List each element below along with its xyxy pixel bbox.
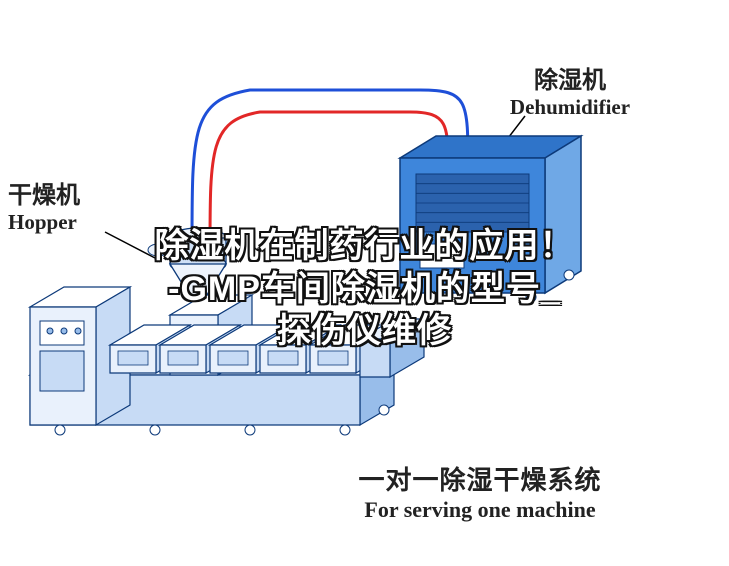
dehumidifier-label-en: Dehumidifier (470, 95, 670, 120)
hopper-label-cn: 干燥机 (8, 175, 138, 210)
dehumidifier-label-cn: 除湿机 (470, 60, 670, 95)
system-label: 一对一除湿干燥系统 For serving one machine (300, 460, 660, 523)
overlay-line-3: 探伤仪维修 (0, 310, 729, 353)
overlay-line-1: 除湿机在制药行业的应用！ (0, 225, 729, 268)
system-label-cn: 一对一除湿干燥系统 (300, 460, 660, 497)
overlay-title: 除湿机在制药行业的应用！ -GMP车间除湿机的型号_ 探伤仪维修 (0, 225, 729, 353)
overlay-line-2: -GMP车间除湿机的型号_ (0, 268, 729, 311)
system-label-en: For serving one machine (300, 497, 660, 523)
dehumidifier-label: 除湿机 Dehumidifier (470, 60, 670, 120)
